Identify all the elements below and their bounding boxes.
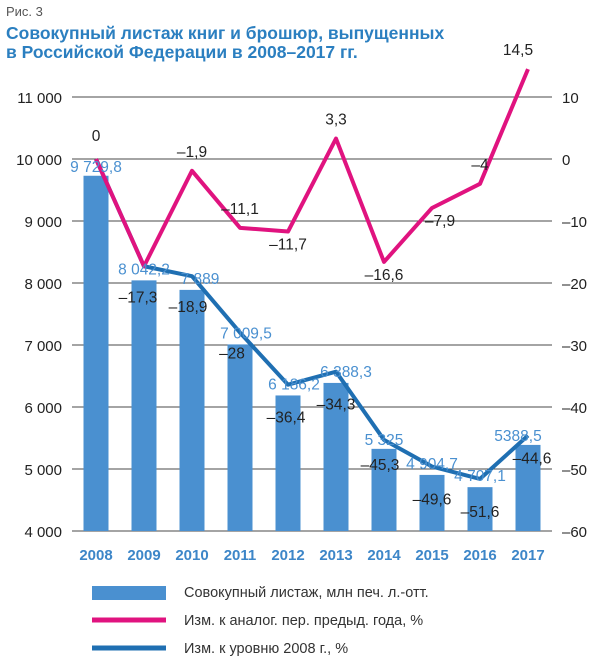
yoy-data-label: –11,7	[269, 237, 307, 254]
bar-data-label: 7 009,5	[220, 325, 272, 342]
bar-data-label: 5388,5	[494, 428, 541, 445]
bar	[179, 289, 205, 531]
bar-data-label: 4 707,1	[454, 468, 506, 485]
x-axis-tick: 2015	[415, 547, 448, 564]
left-axis-tick: 9 000	[24, 214, 62, 231]
yoy-data-label: 0	[92, 128, 101, 145]
x-axis-tick: 2013	[319, 547, 352, 564]
vs2008-data-label: –49,6	[413, 492, 452, 509]
chart-title-line-2: в Российской Федерации в 2008–2017 гг.	[6, 42, 358, 62]
x-axis-tick: 2014	[367, 547, 401, 564]
bar	[515, 444, 541, 531]
x-axis-tick: 2017	[511, 547, 544, 564]
bar	[131, 280, 157, 531]
series-line-vs-2008	[94, 158, 530, 481]
bar	[467, 487, 493, 531]
vs2008-data-label: –28	[219, 346, 245, 363]
right-axis-tick: –20	[562, 276, 587, 293]
x-axis-tick: 2010	[175, 547, 208, 564]
left-axis-tick: 7 000	[24, 338, 62, 355]
bar	[275, 395, 301, 531]
left-axis-tick: 4 000	[24, 524, 62, 541]
right-axis-tick: 10	[562, 90, 579, 107]
x-axis-tick: 2011	[224, 547, 257, 564]
bar	[419, 474, 445, 531]
vs2008-data-label: –45,3	[361, 457, 400, 474]
x-axis-tick: 2012	[271, 547, 304, 564]
left-axis-tick: 8 000	[24, 276, 62, 293]
x-axis-tick: 2016	[463, 547, 496, 564]
right-axis-tick: 0	[562, 152, 570, 169]
right-axis-tick: –40	[562, 400, 587, 417]
yoy-data-label: 3,3	[325, 112, 347, 129]
legend-swatch-bars	[92, 586, 166, 600]
yoy-data-label: 14,5	[503, 42, 533, 59]
left-axis-tick: 10 000	[16, 152, 62, 169]
x-axis-tick: 2008	[79, 547, 112, 564]
yoy-data-label: –11,1	[221, 201, 259, 218]
vs2008-data-label: –17,3	[119, 289, 158, 306]
figure-label: Рис. 3	[6, 4, 43, 19]
legend-label: Совокупный листаж, млн печ. л.-отт.	[184, 585, 429, 601]
left-axis-tick: 11 000	[17, 90, 62, 107]
legend-label: Изм. к аналог. пер. предыд. года, %	[184, 613, 423, 629]
left-axis-tick: 5 000	[24, 462, 62, 479]
chart-title-line-1: Совокупный листаж книг и брошюр, выпущен…	[6, 23, 445, 43]
left-axis-tick: 6 000	[24, 400, 62, 417]
right-axis-tick: –30	[562, 338, 587, 355]
yoy-data-label: –16,6	[365, 267, 404, 284]
chart-title: Совокупный листаж книг и брошюр, выпущен…	[6, 24, 596, 62]
bar-data-label: 6 388,3	[320, 364, 372, 381]
vs2008-data-label: –51,6	[461, 504, 500, 521]
bar-data-label: 9 729,8	[70, 159, 122, 176]
bar-data-label: 8 042,2	[118, 261, 170, 278]
series-line-yoy	[94, 68, 530, 269]
bar-data-label: 5 325	[365, 432, 404, 449]
yoy-data-label: –1,9	[177, 144, 207, 161]
yoy-data-label: –4	[471, 157, 489, 174]
x-axis-tick: 2009	[127, 547, 160, 564]
bar-data-label: 7 889	[181, 271, 220, 288]
legend-label: Изм. к уровню 2008 г., %	[184, 641, 348, 657]
bar	[83, 175, 109, 532]
right-axis-tick: –50	[562, 462, 587, 479]
yoy-data-label: –7,9	[425, 213, 455, 230]
bar	[227, 344, 253, 531]
vs2008-data-label: –18,9	[169, 299, 208, 316]
bar-data-label: 4 904,7	[406, 456, 458, 473]
right-axis-tick: –60	[562, 524, 587, 541]
vs2008-data-label: –34,3	[317, 397, 356, 414]
vs2008-data-label: –36,4	[267, 410, 306, 427]
right-axis-tick: –10	[562, 214, 587, 231]
bar	[371, 448, 397, 531]
vs2008-data-label: –44,6	[513, 451, 552, 468]
bar	[323, 382, 349, 531]
bar-data-label: 6 186,2	[268, 376, 320, 393]
